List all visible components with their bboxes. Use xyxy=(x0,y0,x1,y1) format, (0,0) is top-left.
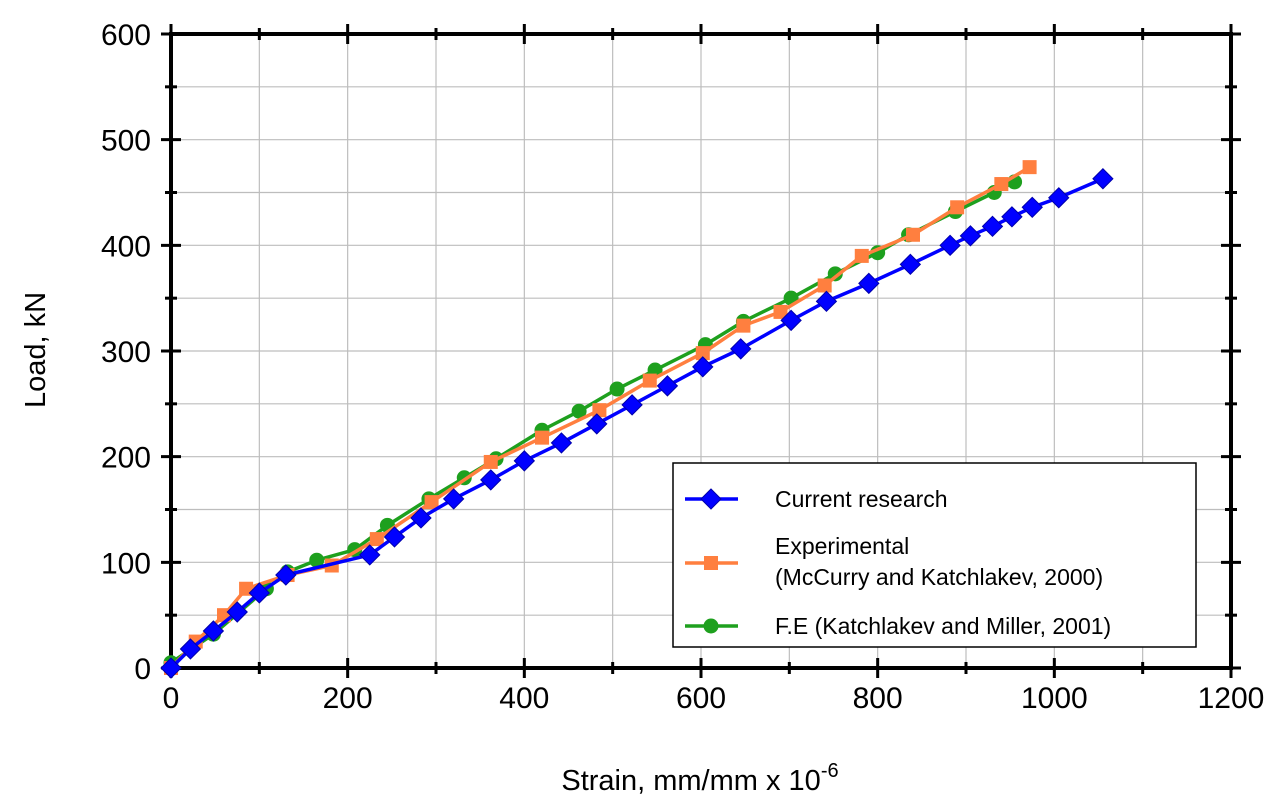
series-2-point xyxy=(309,552,325,568)
legend-entry-current-research: Current research xyxy=(685,486,948,512)
series-2-point xyxy=(571,403,587,419)
series-1-point xyxy=(994,177,1009,192)
series-0-point xyxy=(442,488,465,510)
series-1-point xyxy=(1022,160,1037,175)
series-0-point xyxy=(1021,196,1043,219)
y-tick-label: 100 xyxy=(101,547,151,580)
series-0-point xyxy=(160,657,182,679)
series-0-point xyxy=(550,432,573,454)
series-0-point xyxy=(248,582,271,604)
series-0-point xyxy=(586,413,608,435)
series-1-point xyxy=(854,248,869,263)
legend-marker-shape-1 xyxy=(704,556,718,570)
y-tick-label: 600 xyxy=(101,19,151,52)
series-0-point xyxy=(858,272,880,295)
series-0-point xyxy=(780,309,802,332)
series-2-point xyxy=(609,381,625,397)
legend-entry-experimental: Experimental (McCurry and Katchlakev, 20… xyxy=(685,533,1103,590)
series-0-point xyxy=(899,253,922,276)
series-0-point xyxy=(202,620,225,642)
legend-entry-fe: F.E (Katchlakev and Miller, 2001) xyxy=(685,613,1111,639)
series-1-point xyxy=(817,278,832,293)
legend-label-experimental-line2: (McCurry and Katchlakev, 2000) xyxy=(775,564,1103,590)
series-1-point xyxy=(369,532,384,547)
legend-label-fe: F.E (Katchlakev and Miller, 2001) xyxy=(775,613,1111,639)
x-tick-label: 600 xyxy=(676,682,726,715)
series-0-point xyxy=(692,356,714,378)
series-0-point xyxy=(480,469,502,491)
legend: Current research Experimental (McCurry a… xyxy=(672,462,1197,648)
legend-marker-shape-0 xyxy=(700,488,722,510)
series-0-point xyxy=(621,394,643,416)
x-axis-title-superscript: -6 xyxy=(821,760,839,782)
series-0-point xyxy=(981,215,1004,238)
series-0-point xyxy=(513,450,536,472)
x-tick-label: 0 xyxy=(163,682,180,715)
y-axis-title: Load, kN xyxy=(20,292,52,408)
legend-label-current-research: Current research xyxy=(775,486,948,512)
legend-marker-2 xyxy=(703,618,719,634)
series-0-point xyxy=(410,507,432,529)
series-1-point xyxy=(483,454,498,469)
axis-ticks xyxy=(161,24,1241,678)
series-1-point xyxy=(592,403,607,418)
legend-marker-0 xyxy=(700,488,722,510)
series-0-point xyxy=(730,338,752,360)
series-0-point xyxy=(1092,168,1114,190)
series-1-point xyxy=(642,373,657,388)
y-tick-label: 500 xyxy=(101,125,151,158)
series-1-point xyxy=(695,346,710,361)
series-0-point xyxy=(383,526,406,548)
series-0-point xyxy=(226,601,248,623)
series-0-point xyxy=(179,638,202,660)
series-0-point xyxy=(359,544,381,566)
series-0-point xyxy=(656,375,679,397)
series-layer xyxy=(160,160,1114,679)
series-0-point xyxy=(939,234,961,257)
series-1-point xyxy=(736,318,751,333)
series-0-point xyxy=(815,290,838,313)
x-tick-label: 400 xyxy=(499,682,549,715)
series-1-point xyxy=(424,495,439,510)
y-tick-label: 200 xyxy=(101,442,151,475)
legend-marker-1 xyxy=(704,556,718,570)
series-0 xyxy=(160,168,1114,679)
series-0-point xyxy=(959,225,982,247)
x-axis-title: Strain, mm/mm x 10-6 xyxy=(561,760,838,795)
legend-label-experimental-line1: Experimental xyxy=(775,533,909,559)
x-tick-label: 1200 xyxy=(1198,682,1265,715)
legend-box xyxy=(672,462,1197,648)
y-tick-label: 400 xyxy=(101,230,151,263)
series-0-point xyxy=(275,564,297,586)
series-0-point xyxy=(1048,187,1070,209)
series-1-point xyxy=(535,430,549,445)
y-tick-label: 0 xyxy=(134,653,151,686)
legend-marker-shape-2 xyxy=(703,618,719,634)
y-tick-label: 300 xyxy=(101,336,151,369)
x-tick-label: 800 xyxy=(853,682,903,715)
x-axis-title-text: Strain, mm/mm x 10 xyxy=(561,765,820,795)
series-1-point xyxy=(906,227,920,242)
series-0-point xyxy=(1001,206,1023,228)
series-2-point xyxy=(827,266,843,282)
series-1-point xyxy=(950,200,965,215)
x-axis-tick-labels: 0 200 400 600 800 1000 1200 xyxy=(163,682,1265,715)
series-1-point xyxy=(773,304,788,319)
x-tick-label: 1000 xyxy=(1021,682,1088,715)
x-tick-label: 200 xyxy=(323,682,373,715)
y-axis-tick-labels: 0 100 200 300 400 500 600 xyxy=(101,19,151,686)
